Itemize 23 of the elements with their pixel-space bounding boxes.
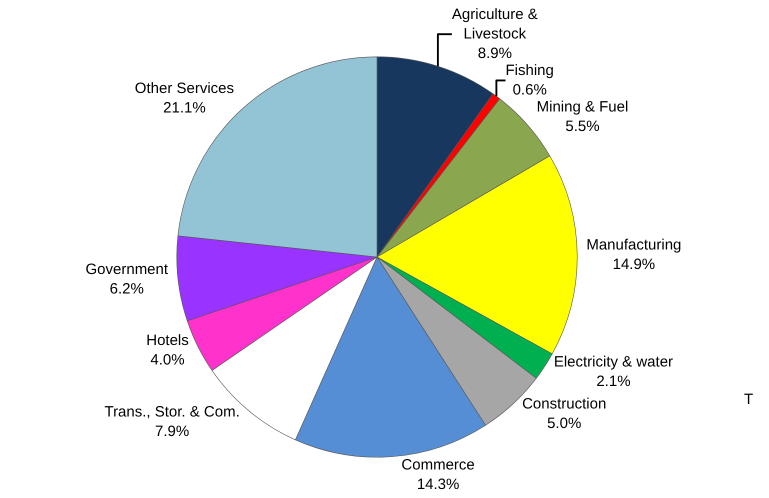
- data-label: 6.2%: [110, 280, 144, 298]
- data-label: 7.9%: [155, 422, 190, 440]
- data-label: 5.5%: [565, 118, 600, 136]
- data-label: 0.6%: [512, 82, 547, 99]
- text: T: [744, 391, 754, 408]
- slice-label: Trans., Stor. & Com.: [104, 403, 240, 420]
- data-label: 21.1%: [163, 99, 206, 116]
- slice-label: Fishing: [506, 62, 554, 80]
- data-label: 14.9%: [612, 256, 656, 273]
- data-label: 4.0%: [150, 351, 185, 368]
- slice-label: Agriculture & Livestock: [452, 6, 538, 43]
- slice-label: Hotels: [146, 332, 189, 349]
- slice-label: Government: [85, 260, 169, 278]
- data-label: 5.0%: [547, 415, 582, 432]
- slice-label: Mining & Fuel: [536, 98, 628, 116]
- data-label: 2.1%: [596, 373, 631, 390]
- data-label: 14.3%: [416, 476, 460, 494]
- slice-label: Electricity & water: [554, 354, 674, 371]
- slice-label: Construction: [522, 396, 606, 413]
- slice-label: Commerce: [401, 456, 475, 474]
- data-label: 8.9%: [478, 45, 512, 62]
- slice-label: Other Services: [134, 80, 234, 97]
- slice-label: Manufacturing: [586, 236, 682, 254]
